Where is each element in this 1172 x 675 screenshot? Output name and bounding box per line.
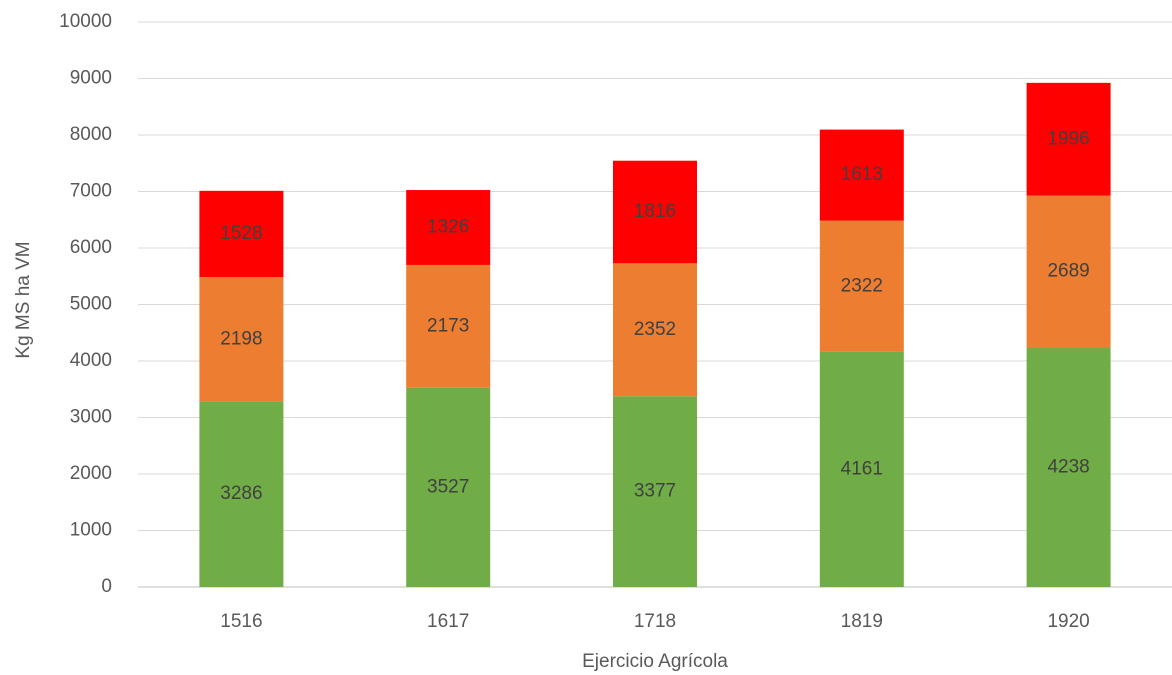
x-tick-label: 1819 <box>841 611 883 632</box>
value-label: 2352 <box>634 319 676 340</box>
bar-segment <box>406 387 491 587</box>
value-label: 1326 <box>427 217 469 238</box>
bar-segment <box>1026 195 1111 348</box>
y-tick-label: 1000 <box>70 520 112 541</box>
value-label: 3527 <box>427 476 469 497</box>
bar-segment <box>613 396 697 587</box>
bar-segment <box>1026 347 1111 587</box>
bar-segment <box>1026 82 1111 196</box>
bar-segment <box>819 220 904 352</box>
y-tick-label: 6000 <box>70 237 112 258</box>
y-axis-title: Kg MS ha VM <box>13 241 34 358</box>
value-label: 2689 <box>1047 261 1089 282</box>
value-label: 1613 <box>841 164 883 185</box>
value-label: 2173 <box>427 315 469 336</box>
bar-segment <box>199 190 284 278</box>
y-tick-label: 8000 <box>70 124 112 145</box>
value-label: 3377 <box>634 481 676 502</box>
value-label: 4161 <box>841 458 883 479</box>
value-label: 1816 <box>634 201 676 222</box>
y-tick-label: 10000 <box>59 11 112 32</box>
y-tick-label: 2000 <box>70 463 112 484</box>
bar-segment <box>199 401 284 587</box>
y-tick-label: 7000 <box>70 181 112 202</box>
y-tick-label: 0 <box>101 576 112 597</box>
bar-segment <box>406 190 491 265</box>
y-tick-label: 9000 <box>70 68 112 89</box>
value-label: 3286 <box>220 483 262 504</box>
value-label: 2198 <box>220 328 262 349</box>
bar-segment <box>819 351 904 587</box>
value-label: 4238 <box>1047 456 1089 477</box>
value-label: 1996 <box>1047 128 1089 149</box>
bar-segment <box>819 129 904 221</box>
bar-segment <box>613 263 697 397</box>
x-tick-label: 1718 <box>634 611 676 632</box>
x-tick-label: 1617 <box>427 611 469 632</box>
bar-segment <box>199 277 284 402</box>
x-tick-label: 1516 <box>220 611 262 632</box>
x-tick-label: 1920 <box>1047 611 1089 632</box>
bar-segment <box>406 264 491 388</box>
y-tick-label: 3000 <box>70 407 112 428</box>
bar-segment <box>613 160 697 264</box>
value-label: 2322 <box>841 275 883 296</box>
y-tick-label: 4000 <box>70 350 112 371</box>
x-axis-title: Ejercicio Agrícola <box>582 651 728 672</box>
value-label: 1528 <box>220 223 262 244</box>
y-tick-label: 5000 <box>70 294 112 315</box>
